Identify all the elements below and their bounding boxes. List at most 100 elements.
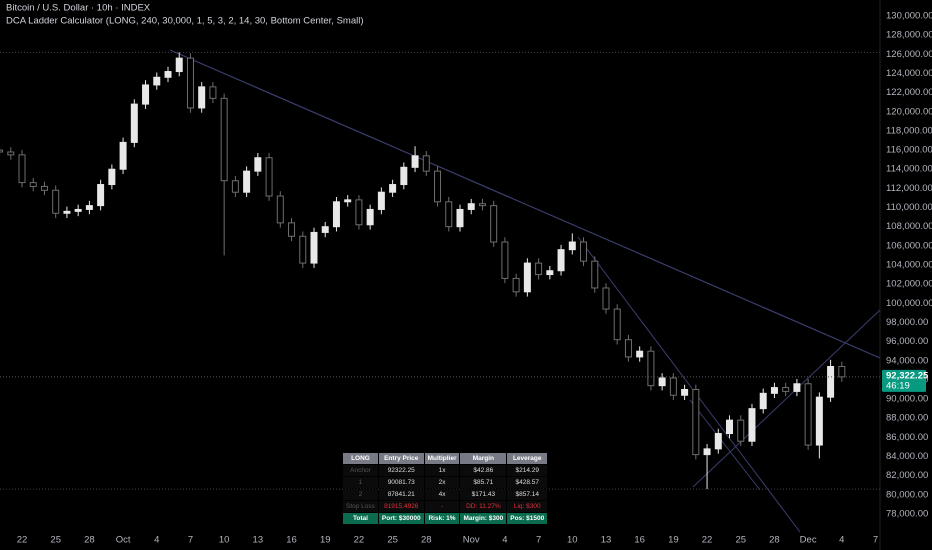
candle-body <box>714 433 722 450</box>
table-cell: $42.86 <box>460 465 507 476</box>
table-row: Anchor 92322.25 1x $42.86 $214.29 <box>343 465 548 476</box>
x-tick-label: 22 <box>354 535 365 546</box>
x-tick-label: 4 <box>839 535 844 546</box>
table-cell: 2 <box>343 489 378 500</box>
table-cell: 87841.21 <box>378 489 424 500</box>
table-row: 2 87841.21 4x $171.43 $857.14 <box>343 489 548 500</box>
candle-body <box>580 241 588 262</box>
candle-body <box>164 71 172 78</box>
table-cell: $428.57 <box>507 477 548 488</box>
candle-body <box>142 84 150 105</box>
x-tick-label: 16 <box>634 535 645 546</box>
candle-body <box>546 270 554 276</box>
candle-body <box>366 208 374 226</box>
table-cell: 92322.25 <box>378 465 424 476</box>
candle-body <box>243 170 251 193</box>
y-tick-label: 120,000.00 <box>886 106 932 117</box>
table-cell: $857.14 <box>507 489 548 500</box>
candle-body <box>624 339 632 358</box>
candle-body <box>804 383 812 446</box>
table-cell: Risk: 1% <box>424 513 460 524</box>
trendline <box>577 236 801 533</box>
candle-body <box>310 231 318 264</box>
candle-body <box>231 180 239 193</box>
y-tick-label: 98,000.00 <box>886 317 928 328</box>
candle-body <box>276 195 284 224</box>
y-tick-label: 114,000.00 <box>886 164 932 175</box>
y-tick-label: 126,000.00 <box>886 49 932 60</box>
candle-body <box>478 203 486 207</box>
x-tick-label: 28 <box>84 535 95 546</box>
x-tick-label: 19 <box>668 535 679 546</box>
table-cell: Margin: $300 <box>460 513 507 524</box>
table-cell: $214.29 <box>507 465 548 476</box>
y-tick-label: 86,000.00 <box>886 432 928 443</box>
candle-body <box>827 366 835 398</box>
candle-body <box>490 205 498 243</box>
candle-body <box>647 350 655 387</box>
x-tick-label: 4 <box>154 535 159 546</box>
candle-body <box>669 377 677 396</box>
candle-body <box>782 387 790 392</box>
table-row: Stop Loss 81915.4926- DD: 11.27% Liq: $300 <box>343 501 548 512</box>
table-cell: 1x <box>424 465 460 476</box>
x-tick-label: Dec <box>800 535 817 546</box>
candle-body <box>0 149 4 153</box>
y-tick-label: 88,000.00 <box>886 413 928 424</box>
x-tick-label: 7 <box>188 535 193 546</box>
table-row: Total Port: $30000 Risk: 1% Margin: $300 Pos… <box>343 513 548 524</box>
y-tick-label: 116,000.00 <box>886 145 932 156</box>
y-tick-label: 122,000.00 <box>886 87 932 98</box>
y-tick-label: 82,000.00 <box>886 470 928 481</box>
y-tick-label: 112,000.00 <box>886 183 932 194</box>
candle-body <box>591 260 599 289</box>
candle-body <box>40 185 48 191</box>
y-tick-label: 94,000.00 <box>886 355 928 366</box>
table-cell: 90081.73 <box>378 477 424 488</box>
candle-body <box>97 184 105 207</box>
x-tick-label: 10 <box>219 535 230 546</box>
x-tick-label: 16 <box>286 535 297 546</box>
candle-body <box>748 408 756 442</box>
x-tick-label: 22 <box>702 535 713 546</box>
x-tick-label: 13 <box>253 535 264 546</box>
x-tick-label: 25 <box>387 535 398 546</box>
candle-body <box>400 166 408 186</box>
indicator-label: DCA Ladder Calculator (LONG, 240, 30,000… <box>6 16 364 27</box>
chart-title: Bitcoin / U.S. Dollar · 10h · INDEX <box>6 3 151 14</box>
y-tick-label: 102,000.00 <box>886 279 932 290</box>
y-tick-label: 78,000.00 <box>886 509 928 520</box>
x-tick-label: Nov <box>463 535 480 546</box>
table-cell: Multiplier <box>424 453 460 464</box>
candle-body <box>602 287 610 310</box>
candle-body <box>198 86 206 109</box>
trendline <box>692 309 881 488</box>
table-cell: Port: $30000 <box>378 513 424 524</box>
candle-body <box>153 76 161 86</box>
candle-body <box>815 396 823 446</box>
candle-body <box>265 157 273 197</box>
candle-body <box>658 377 666 387</box>
y-tick-label: 128,000.00 <box>886 30 932 41</box>
countdown-label: 46:19 <box>886 380 910 391</box>
candle-body <box>535 262 543 276</box>
table-cell: Margin <box>460 453 507 464</box>
candle-body <box>838 366 846 378</box>
x-tick-label: Oct <box>116 535 131 546</box>
candle-body <box>85 205 93 210</box>
candle-body <box>130 103 138 143</box>
candle-body <box>7 151 15 156</box>
y-tick-label: 96,000.00 <box>886 336 928 347</box>
x-tick-label: 4 <box>502 535 507 546</box>
dca-table: LONG Entry Price Multiplier Margin Leverage A… <box>342 452 548 525</box>
candle-body <box>377 191 385 210</box>
candle-body <box>186 57 194 109</box>
table-cell: 2x <box>424 477 460 488</box>
candle-body <box>512 277 520 293</box>
table-cell: Leverage <box>507 453 548 464</box>
candle-body <box>18 154 26 184</box>
candle-body <box>613 308 621 341</box>
y-tick-label: 80,000.00 <box>886 489 928 500</box>
y-tick-label: 84,000.00 <box>886 451 928 462</box>
